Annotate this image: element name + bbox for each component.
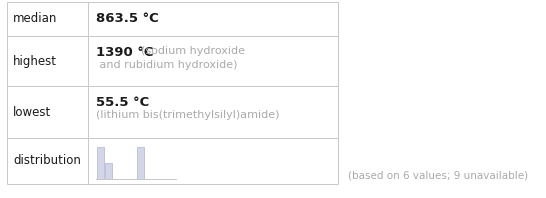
Text: highest: highest [13,54,57,68]
Text: distribution: distribution [13,154,81,168]
Text: (sodium hydroxide: (sodium hydroxide [134,46,245,56]
Bar [97,147,104,179]
Text: 55.5 °C: 55.5 °C [96,96,149,109]
Text: (lithium bis(trimethylsilyl)amide): (lithium bis(trimethylsilyl)amide) [96,110,280,120]
Bar [104,163,111,179]
Text: lowest: lowest [13,106,51,118]
Bar [136,147,144,179]
Text: 1390 °C: 1390 °C [96,46,153,59]
Text: 863.5 °C: 863.5 °C [96,12,159,26]
Text: and rubidium hydroxide): and rubidium hydroxide) [96,60,238,70]
Text: median: median [13,12,57,26]
Text: (based on 6 values; 9 unavailable): (based on 6 values; 9 unavailable) [348,170,528,180]
